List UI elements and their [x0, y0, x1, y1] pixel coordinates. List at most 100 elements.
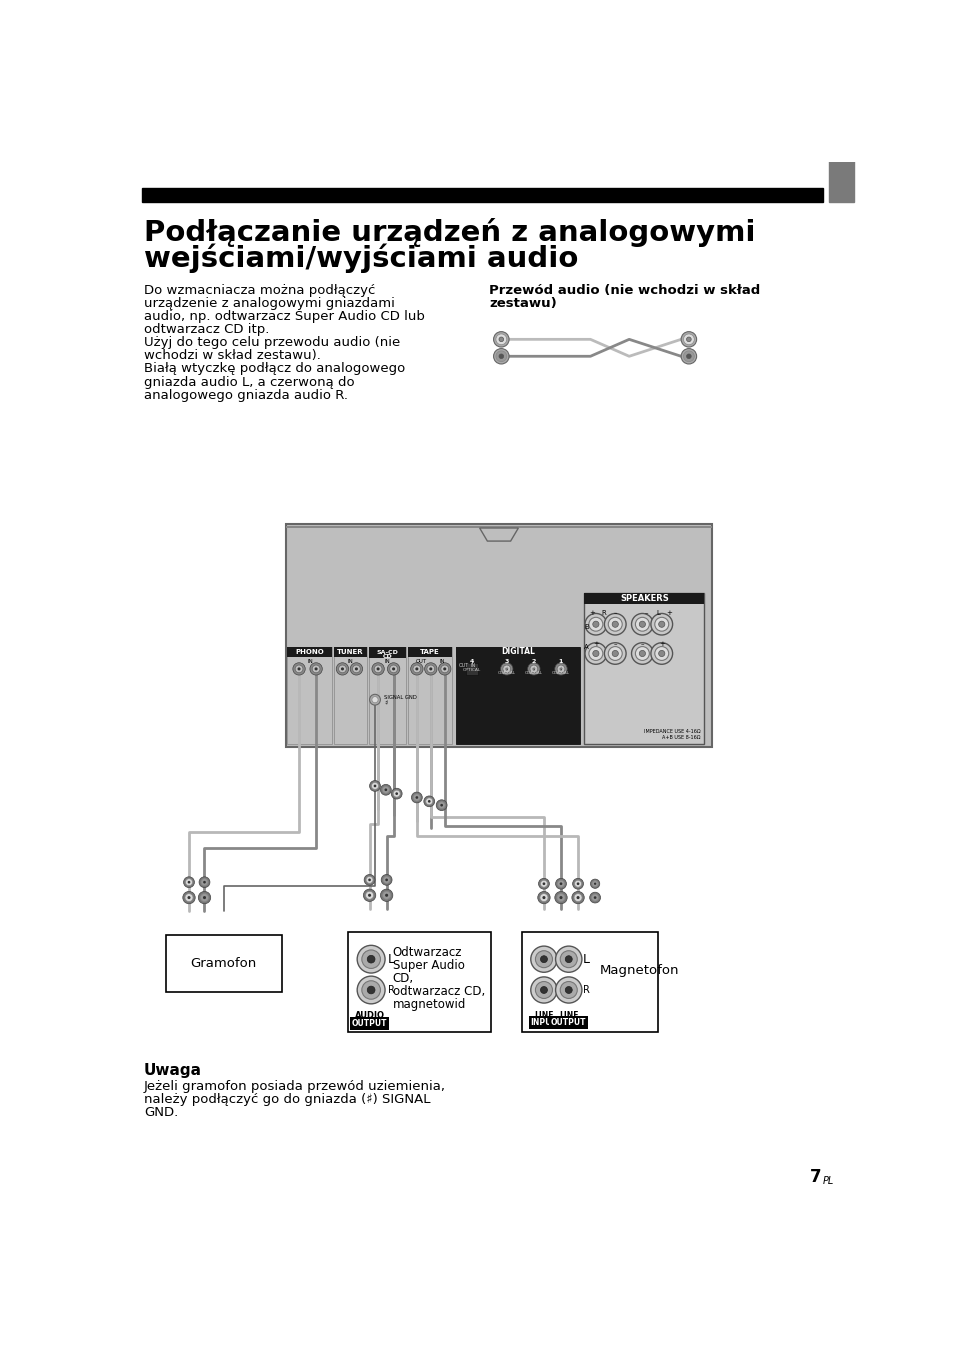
Circle shape — [592, 621, 598, 627]
Bar — [456, 648, 579, 657]
Circle shape — [381, 875, 392, 886]
Circle shape — [530, 665, 537, 673]
Circle shape — [682, 352, 694, 362]
Circle shape — [427, 665, 435, 673]
Circle shape — [608, 646, 621, 660]
Text: SPEAKERS: SPEAKERS — [619, 595, 668, 603]
Text: AUDIO: AUDIO — [355, 1011, 384, 1019]
Text: IN: IN — [531, 667, 536, 672]
Circle shape — [502, 665, 510, 673]
Circle shape — [555, 946, 581, 972]
Circle shape — [555, 891, 567, 903]
Circle shape — [542, 883, 545, 886]
Circle shape — [493, 349, 509, 364]
Text: Gramofon: Gramofon — [191, 957, 256, 969]
Circle shape — [297, 668, 300, 671]
Text: gniazda audio L, a czerwoną do: gniazda audio L, a czerwoną do — [144, 376, 355, 388]
Circle shape — [540, 956, 547, 963]
Bar — [521, 933, 658, 1033]
Circle shape — [639, 621, 645, 627]
Text: LINE: LINE — [558, 1011, 578, 1019]
Circle shape — [312, 665, 319, 673]
Circle shape — [383, 876, 390, 883]
Circle shape — [440, 665, 448, 673]
Circle shape — [376, 668, 379, 671]
Bar — [348, 933, 491, 1033]
Text: Użyj do tego celu przewodu audio (nie: Użyj do tego celu przewodu audio (nie — [144, 337, 400, 349]
Text: SIGNAL GND: SIGNAL GND — [384, 695, 416, 700]
Circle shape — [185, 879, 193, 886]
Circle shape — [353, 665, 360, 673]
Text: zestawu): zestawu) — [488, 297, 557, 310]
Circle shape — [590, 879, 599, 888]
Text: TAPE: TAPE — [419, 649, 439, 654]
Bar — [407, 648, 452, 744]
Circle shape — [369, 780, 380, 791]
Circle shape — [505, 668, 508, 671]
Circle shape — [535, 950, 552, 968]
Text: –: – — [644, 611, 647, 617]
Circle shape — [591, 894, 598, 900]
Circle shape — [493, 331, 509, 347]
Text: 3: 3 — [504, 658, 508, 664]
Text: Uwaga: Uwaga — [144, 1063, 202, 1078]
Text: B: B — [583, 623, 588, 630]
Bar — [334, 648, 367, 744]
Bar — [287, 648, 332, 657]
Circle shape — [413, 665, 420, 673]
Circle shape — [555, 977, 581, 1003]
Circle shape — [338, 665, 346, 673]
Text: DIGITAL: DIGITAL — [501, 648, 535, 657]
Text: CD: CD — [382, 654, 392, 658]
Circle shape — [436, 800, 447, 811]
Circle shape — [584, 642, 606, 664]
Circle shape — [631, 614, 653, 635]
Circle shape — [574, 894, 581, 902]
Circle shape — [680, 349, 696, 364]
Text: COAXIAL: COAXIAL — [524, 671, 542, 675]
Bar — [583, 594, 703, 604]
Text: Jeżeli gramofon posiada przewód uziemienia,: Jeżeli gramofon posiada przewód uziemien… — [144, 1080, 446, 1092]
Circle shape — [355, 668, 357, 671]
Circle shape — [188, 882, 191, 884]
Circle shape — [391, 788, 402, 799]
Circle shape — [654, 646, 668, 660]
Circle shape — [413, 794, 420, 800]
Circle shape — [335, 662, 348, 675]
Circle shape — [558, 668, 562, 671]
Circle shape — [395, 792, 397, 795]
Circle shape — [429, 668, 432, 671]
Circle shape — [310, 662, 322, 675]
Circle shape — [293, 662, 305, 675]
Text: GND.: GND. — [144, 1106, 178, 1119]
Bar — [166, 934, 282, 992]
Circle shape — [415, 668, 418, 671]
Circle shape — [555, 662, 567, 675]
Circle shape — [593, 896, 596, 899]
Circle shape — [366, 876, 373, 883]
Circle shape — [372, 696, 377, 703]
Text: OUTPUT: OUTPUT — [551, 1018, 586, 1026]
Text: CD,: CD, — [393, 972, 414, 986]
Circle shape — [380, 784, 391, 795]
Circle shape — [392, 668, 395, 671]
Bar — [583, 594, 703, 744]
Text: OPTICAL: OPTICAL — [462, 668, 480, 672]
Text: Do wzmacniacza można podłączyć: Do wzmacniacza można podłączyć — [144, 284, 375, 297]
Circle shape — [361, 950, 380, 968]
Circle shape — [416, 796, 417, 799]
Text: OUT: OUT — [416, 658, 427, 664]
Text: IN: IN — [384, 658, 390, 664]
Text: wchodzi w skład zestawu).: wchodzi w skład zestawu). — [144, 349, 320, 362]
Circle shape — [368, 894, 371, 896]
Text: Przewód audio (nie wchodzi w skład: Przewód audio (nie wchodzi w skład — [488, 284, 760, 297]
Circle shape — [185, 894, 193, 902]
Circle shape — [532, 668, 535, 671]
Text: OUT: OUT — [458, 664, 469, 668]
Circle shape — [374, 784, 376, 787]
Circle shape — [594, 883, 596, 886]
Circle shape — [498, 337, 503, 342]
Text: ♯: ♯ — [384, 700, 387, 706]
Circle shape — [382, 787, 389, 794]
Circle shape — [658, 621, 664, 627]
